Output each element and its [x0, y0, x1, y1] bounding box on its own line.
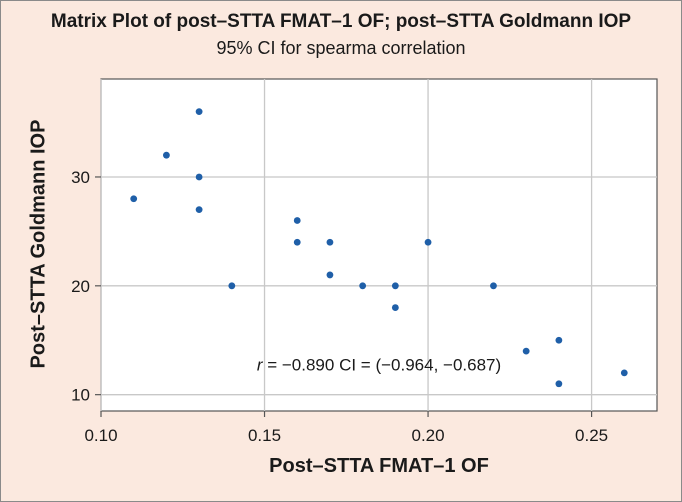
data-point: [391, 282, 399, 290]
data-point: [195, 173, 203, 181]
y-axis-ticks: 10 20 30: [71, 168, 101, 405]
x-tick-label: 0.25: [575, 426, 608, 445]
y-axis-label: Post–STTA Goldmann IOP: [27, 119, 50, 369]
y-tick-label: 30: [71, 168, 90, 187]
x-axis-label: Post–STTA FMAT–1 OF: [269, 455, 489, 477]
data-point: [326, 238, 334, 246]
x-tick-label: 0.20: [412, 426, 445, 445]
data-point: [391, 304, 399, 311]
data-point: [490, 282, 497, 290]
data-point: [326, 271, 334, 279]
data-point: [522, 347, 530, 355]
data-point: [555, 380, 563, 388]
y-tick-label: 10: [71, 386, 90, 405]
y-tick-label: 20: [71, 277, 90, 296]
data-point: [195, 206, 203, 214]
data-point: [359, 282, 367, 290]
data-point: [293, 217, 301, 224]
data-point: [163, 151, 170, 159]
grid-lines: [100, 79, 657, 411]
correlation-text: = −0.890 CI = (−0.964, −0.687): [263, 356, 502, 375]
correlation-annotation: r = −0.890 CI = (−0.964, −0.687): [257, 356, 501, 375]
data-point: [293, 238, 301, 246]
data-point: [424, 238, 432, 246]
data-point: [130, 195, 138, 203]
data-points: [130, 108, 628, 388]
x-axis-ticks: 0.10 0.15 0.20 0.25: [84, 411, 608, 445]
data-point: [555, 336, 563, 344]
chart-subtitle: 95% CI for spearma correlation: [216, 38, 466, 58]
data-point: [195, 108, 203, 116]
plot-area: [100, 78, 658, 412]
x-tick-label: 0.15: [248, 426, 281, 445]
data-point: [620, 369, 628, 377]
data-point: [228, 282, 236, 290]
chart-title: Matrix Plot of post–STTA FMAT–1 OF; post…: [50, 11, 632, 32]
x-tick-label: 0.10: [84, 426, 117, 445]
r-symbol: r: [257, 356, 264, 375]
